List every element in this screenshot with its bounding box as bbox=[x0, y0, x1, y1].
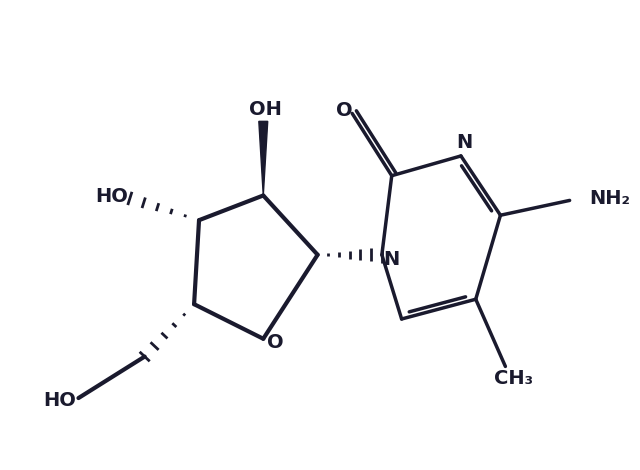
Text: NH₂: NH₂ bbox=[589, 189, 630, 208]
Text: N: N bbox=[383, 250, 400, 269]
Text: N: N bbox=[456, 133, 472, 152]
Text: O: O bbox=[267, 333, 284, 352]
Text: CH₃: CH₃ bbox=[494, 369, 532, 388]
Text: O: O bbox=[336, 101, 353, 120]
Text: HO: HO bbox=[44, 391, 77, 409]
Text: OH: OH bbox=[249, 100, 282, 119]
Polygon shape bbox=[259, 121, 268, 196]
Text: HO: HO bbox=[95, 187, 128, 206]
